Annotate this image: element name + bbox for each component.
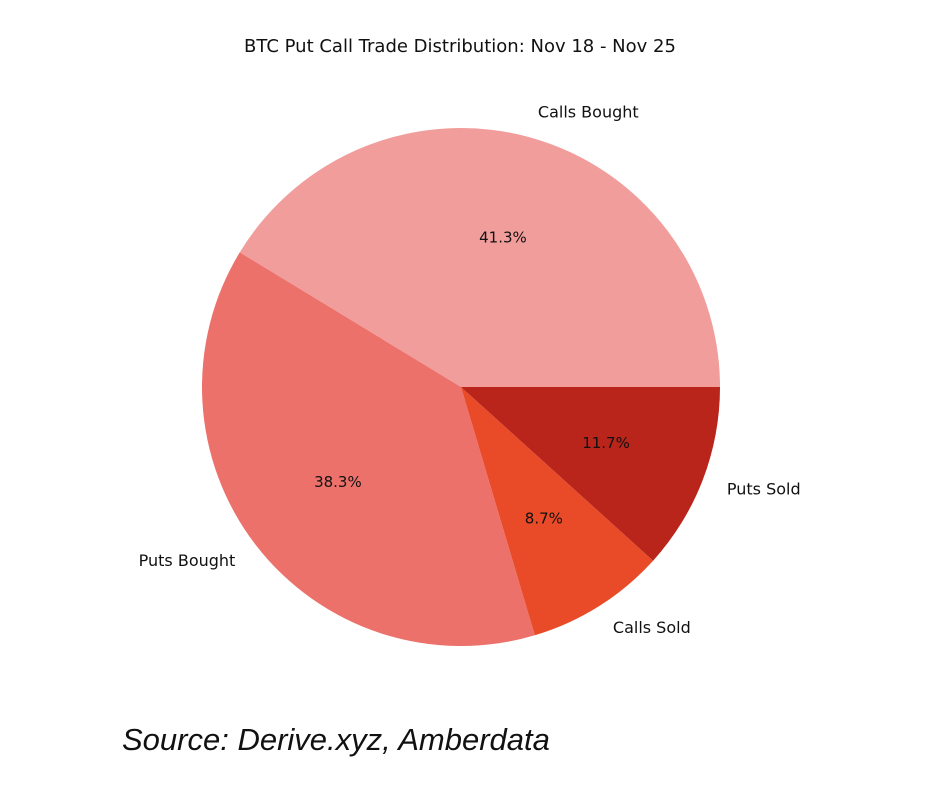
chart-title: BTC Put Call Trade Distribution: Nov 18 …: [244, 36, 676, 57]
source-note: Source: Derive.xyz, Amberdata: [122, 722, 550, 757]
slice-puts-sold: [461, 387, 720, 561]
pie-chart: BTC Put Call Trade Distribution: Nov 18 …: [139, 36, 801, 646]
slice-pct-calls-sold: 8.7%: [525, 509, 563, 527]
slice-label-calls-bought: Calls Bought: [538, 103, 639, 122]
slice-pct-calls-bought: 41.3%: [479, 228, 527, 246]
slice-label-puts-bought: Puts Bought: [139, 551, 236, 570]
pie-slices: [202, 128, 721, 646]
slice-pct-puts-bought: 38.3%: [314, 473, 362, 491]
slice-calls-sold: [461, 387, 654, 636]
slice-pct-puts-sold: 11.7%: [582, 434, 630, 452]
slice-puts-bought: [202, 252, 535, 646]
slice-label-puts-sold: Puts Sold: [727, 479, 801, 498]
slice-label-calls-sold: Calls Sold: [613, 618, 691, 637]
slice-calls-bought: [239, 128, 721, 387]
pie-labels: 41.3% Calls Bought 38.3% Puts Bought 8.7% Cal…: [139, 103, 801, 637]
